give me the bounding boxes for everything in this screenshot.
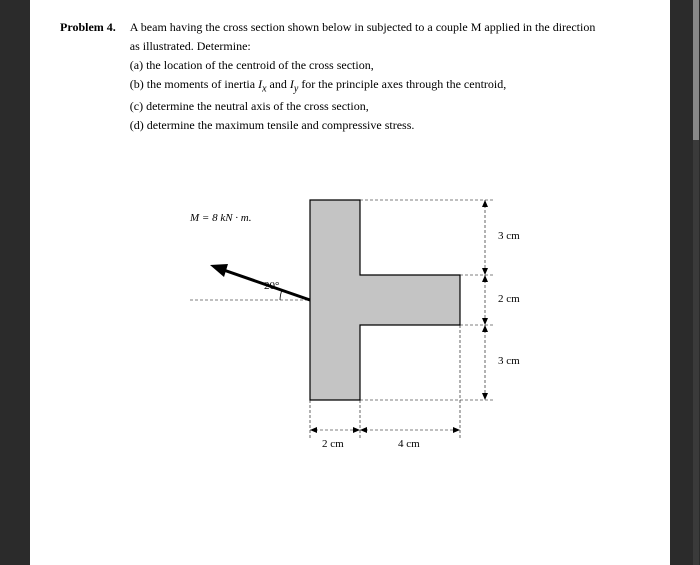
problem-main-line1: A beam having the cross section shown be…: [130, 18, 640, 36]
problem-text: A beam having the cross section shown be…: [130, 18, 640, 135]
angle-label: 20°: [264, 280, 279, 292]
dim-2cm-mid: 2 cm: [498, 293, 520, 305]
dim-3cm-bot: 3 cm: [498, 355, 520, 367]
problem-part-d: (d) determine the maximum tensile and co…: [130, 116, 640, 134]
dim-4cm-right: 4 cm: [398, 438, 420, 450]
problem-label: Problem 4.: [60, 18, 116, 135]
problem-part-c: (c) determine the neutral axis of the cr…: [130, 97, 640, 115]
diagram-container: M = 8 kN · m. 20° 3 cm 2 cm 3 cm 2 cm 4 …: [160, 160, 580, 480]
diagram-svg: [160, 160, 580, 480]
problem-main-line2: as illustrated. Determine:: [130, 37, 640, 55]
problem-header: Problem 4. A beam having the cross secti…: [60, 18, 640, 135]
scrollbar-track[interactable]: [693, 0, 699, 565]
page-container: Problem 4. A beam having the cross secti…: [30, 0, 670, 565]
scrollbar-thumb[interactable]: [693, 0, 699, 140]
dim-2cm-left: 2 cm: [322, 438, 344, 450]
problem-part-b: (b) the moments of inertia Ix and Iy for…: [130, 75, 640, 96]
dim-3cm-top: 3 cm: [498, 230, 520, 242]
moment-label: M = 8 kN · m.: [190, 212, 252, 224]
cross-section-shape: [310, 200, 460, 400]
moment-arrow: [210, 264, 310, 300]
problem-part-a: (a) the location of the centroid of the …: [130, 56, 640, 74]
